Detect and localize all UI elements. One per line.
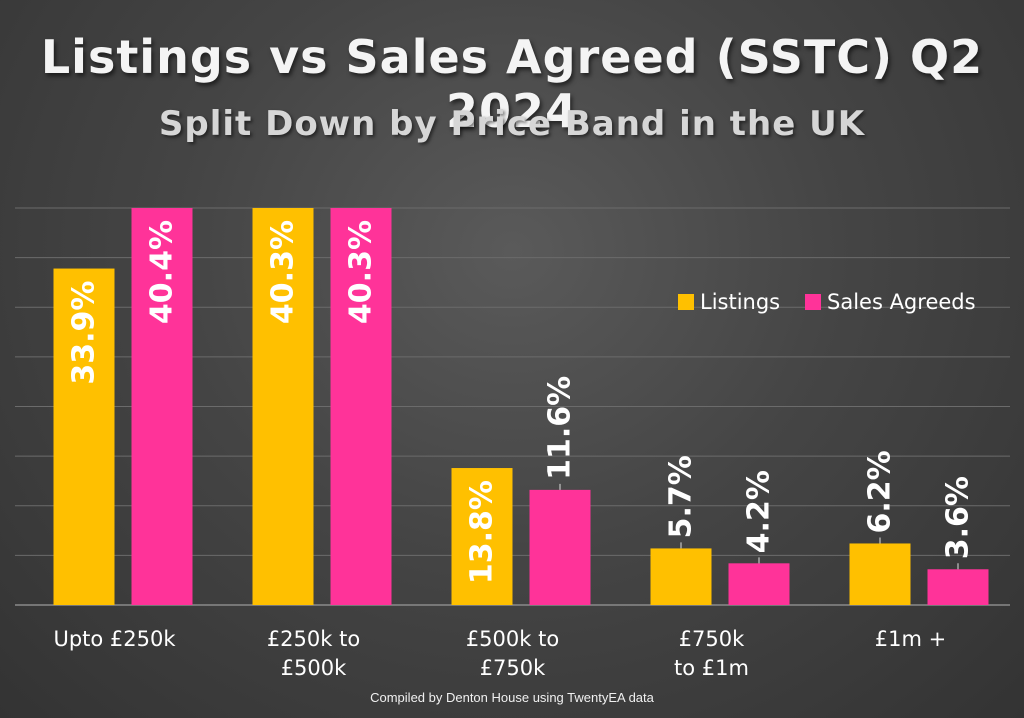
listings-bar-3: [650, 548, 712, 605]
x-tick-label: Upto £250k: [53, 627, 176, 651]
x-tick-label: £750k: [480, 656, 546, 680]
listings-bar-2: [451, 468, 513, 605]
legend-label-sales-agreeds: Sales Agreeds: [827, 290, 976, 314]
chart-title: Listings vs Sales Agreed (SSTC) Q2 2024: [40, 30, 984, 138]
x-tick-label: £750k: [679, 627, 745, 651]
x-tick-label: £500k to: [466, 627, 559, 651]
chart-subtitle: Split Down by Price Band in the UK: [158, 104, 866, 144]
sales-agreed-value-label-4: 3.6%: [941, 476, 976, 559]
x-tick-label: £500k: [281, 656, 347, 680]
sales-agreed-bar-4: [927, 569, 989, 605]
sales-agreed-bar-2: [529, 489, 591, 605]
bars: [53, 208, 989, 605]
x-tick-label: £250k to: [267, 627, 360, 651]
listings-value-label-3: 5.7%: [664, 455, 699, 538]
legend-label-listings: Listings: [700, 290, 780, 314]
data-labels: 33.9% 40.3% 13.8% 5.7% 6.2% 40.4% 40.3% 11.6% 4.…: [67, 220, 976, 584]
legend-swatch-listings: [678, 294, 694, 310]
legend-swatch-sales-agreeds: [805, 294, 821, 310]
listings-bar-1: [252, 208, 314, 605]
listings-bar-4: [849, 543, 911, 605]
legend: Listings Sales Agreeds: [678, 290, 976, 314]
listings-value-label-0: 33.9%: [67, 281, 102, 385]
source-credit: Compiled by Denton House using TwentyEA …: [370, 690, 654, 705]
x-tick-label: £1m +: [875, 627, 946, 651]
listings-value-label-1: 40.3%: [266, 220, 301, 324]
sales-agreed-value-label-0: 40.4%: [145, 220, 180, 324]
x-axis-tick-labels: Upto £250k £250k to £500k £500k to £750k £750…: [53, 627, 946, 680]
sales-agreed-bar-1: [330, 208, 392, 605]
sales-agreed-value-label-3: 4.2%: [742, 470, 777, 553]
listings-value-label-4: 6.2%: [863, 450, 898, 533]
sales-agreed-bar-0: [131, 208, 193, 605]
sales-agreed-value-label-1: 40.3%: [344, 220, 379, 324]
listings-value-label-2: 13.8%: [465, 480, 500, 584]
sales-agreed-value-label-2: 11.6%: [543, 376, 578, 480]
x-tick-label: to £1m: [674, 656, 749, 680]
listings-bar-0: [53, 268, 115, 605]
sales-agreed-bar-3: [728, 563, 790, 605]
